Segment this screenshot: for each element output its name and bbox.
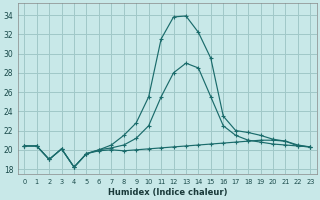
X-axis label: Humidex (Indice chaleur): Humidex (Indice chaleur) (108, 188, 227, 197)
